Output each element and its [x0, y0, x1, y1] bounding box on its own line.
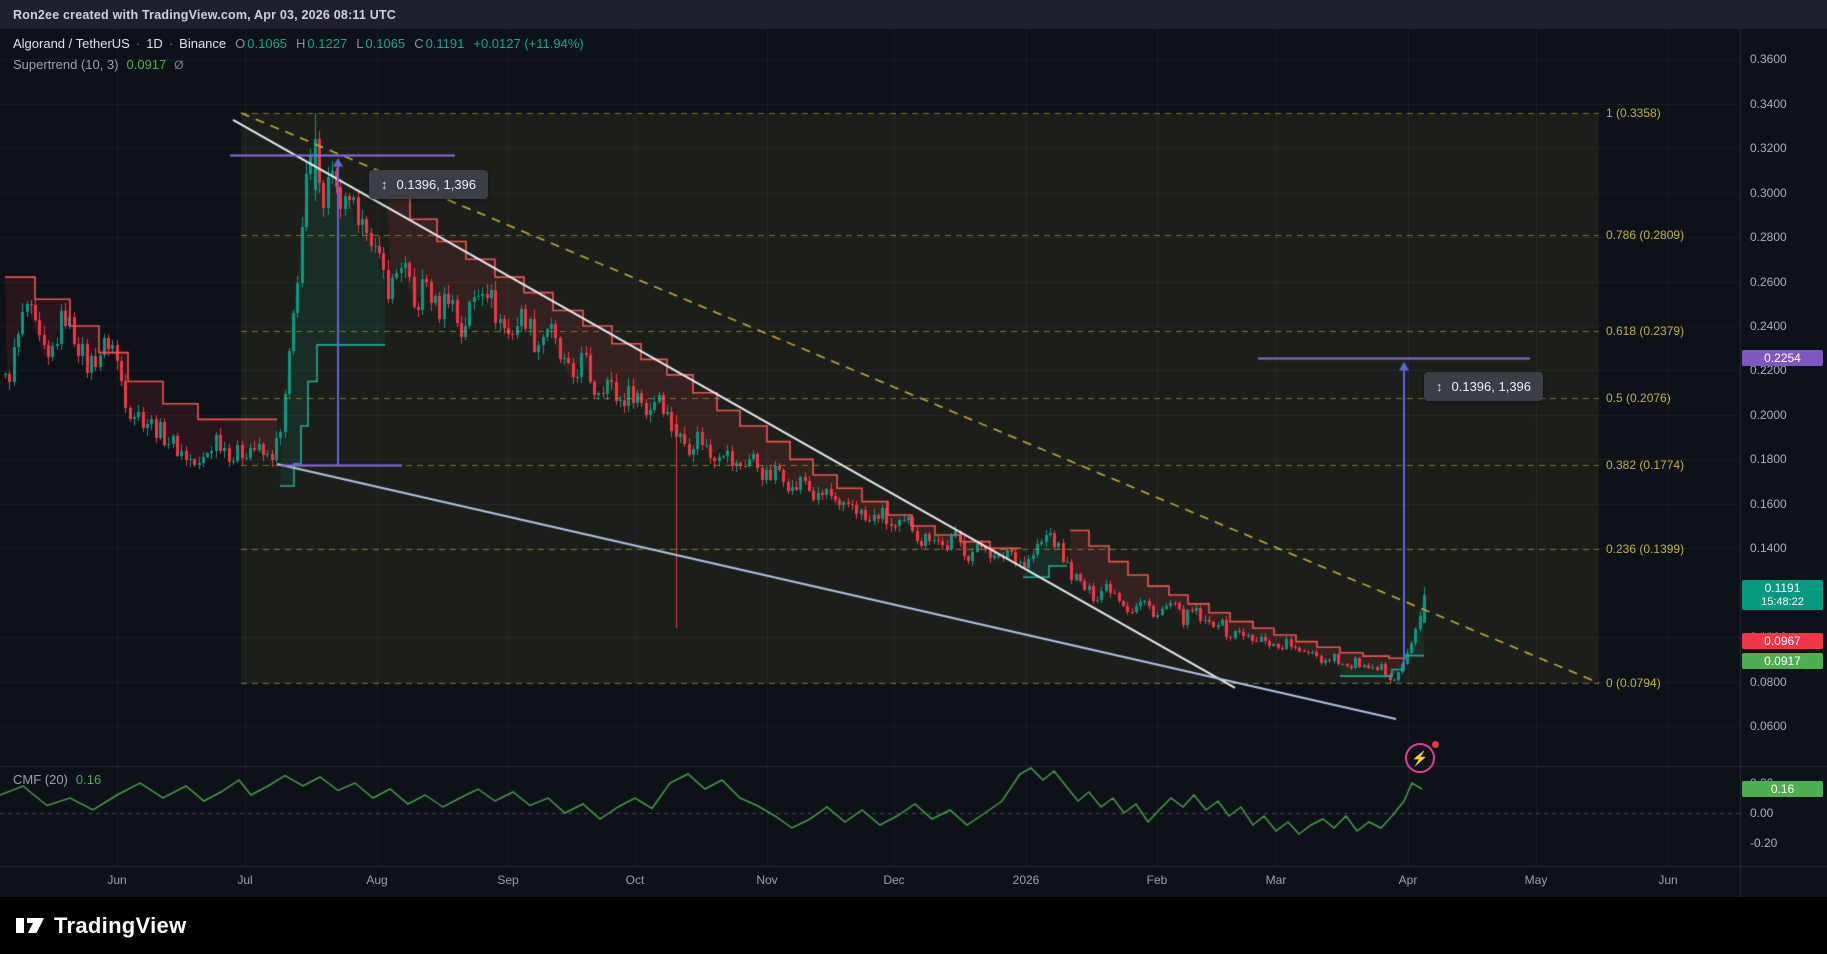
fib-level-label: 1 (0.3358) [1606, 106, 1661, 121]
price-tick-label: 0.3400 [1750, 96, 1787, 111]
badge-text: 0.0967 [1764, 633, 1801, 648]
price-tick-label: 0.2000 [1750, 407, 1787, 422]
time-axis-label: Feb [1146, 873, 1168, 887]
alert-price-badge[interactable]: 0.2254 [1742, 350, 1823, 367]
price-tick-label: 0.0800 [1750, 674, 1787, 689]
lightning-glyph: ⚡ [1411, 749, 1429, 766]
cmf-value-badge: 0.16 [1742, 781, 1823, 797]
bar-countdown: 15:48:22 [1761, 595, 1804, 608]
measure-icon: ↕ [381, 177, 388, 192]
indicator-hidden-icon[interactable]: Ø [174, 57, 184, 72]
change-value: +0.0127 (+11.94%) [473, 36, 584, 51]
badge-text: 0.16 [1770, 782, 1795, 796]
interval-value[interactable]: 1D [146, 36, 163, 51]
stop-price-badge: 0.0967 [1742, 632, 1823, 649]
watermark-bar: Ron2ee created with TradingView.com, Apr… [0, 0, 1827, 29]
cmf-legend: CMF (20) 0.16 [13, 770, 101, 788]
fib-level-label: 0.618 (0.2379) [1606, 323, 1685, 338]
time-axis-label: Nov [756, 873, 778, 887]
high-label: H [296, 36, 306, 51]
open-label: O [235, 36, 246, 51]
low-label: L [356, 36, 364, 51]
tradingview-logo-mark[interactable] [15, 912, 45, 939]
open-value: 0.1065 [247, 36, 288, 51]
cmf-scale-label: -0.20 [1750, 836, 1778, 850]
time-axis-label: Jun [1658, 873, 1678, 887]
measure-label-2[interactable]: ↕ 0.1396, 1,396 [1424, 372, 1544, 401]
close-label: C [414, 36, 424, 51]
time-axis-label: 2026 [1012, 873, 1040, 887]
cmf-name[interactable]: CMF (20) [13, 771, 68, 787]
fib-level-label: 0.786 (0.2809) [1606, 228, 1685, 243]
price-axis[interactable]: 0.2254 0.1191 15:48:22 0.0967 0.0917 0.1… [1740, 29, 1827, 897]
indicator-name[interactable]: Supertrend (10, 3) [13, 57, 119, 72]
price-tick-label: 0.2600 [1750, 274, 1787, 289]
time-axis-label: May [1524, 873, 1548, 887]
price-tick-label: 0.0600 [1750, 719, 1787, 734]
price-tick-label: 0.2200 [1750, 363, 1787, 378]
price-tick-label: 0.1600 [1750, 496, 1787, 511]
indicator-value: 0.0917 [126, 57, 167, 72]
price-tick-label: 0.3000 [1750, 185, 1787, 200]
low-value: 0.1065 [365, 36, 406, 51]
close-value: 0.1191 [425, 36, 465, 51]
symbol-name[interactable]: Algorand / TetherUS [13, 36, 130, 51]
price-tick-label: 0.2800 [1750, 230, 1787, 245]
time-axis-label: Aug [366, 873, 388, 887]
watermark-text: Ron2ee created with TradingView.com, Apr… [13, 7, 397, 22]
badge-text: 0.0917 [1764, 653, 1801, 668]
fib-level-label: 0.5 (0.2076) [1606, 391, 1671, 405]
cmf-value: 0.16 [75, 771, 102, 787]
time-axis[interactable]: Jun Jul Aug Sep Oct Nov Dec 2026 Feb Mar Apr May Jun [0, 866, 1740, 897]
chart-legend: Algorand / TetherUS · 1D · Binance O 0.10… [13, 33, 584, 75]
time-axis-label: Dec [883, 873, 905, 887]
time-axis-label: Mar [1265, 873, 1287, 887]
supertrend-price-badge: 0.0917 [1742, 652, 1823, 669]
measure-icon: ↕ [1436, 379, 1443, 394]
price-tick-label: 0.1800 [1750, 452, 1787, 467]
badge-text: 0.2254 [1764, 351, 1801, 366]
fib-level-label: 0.382 (0.1774) [1606, 458, 1685, 473]
time-axis-label: Oct [625, 873, 645, 887]
price-tick-label: 0.3200 [1750, 141, 1787, 156]
lightning-reaction-icon[interactable]: ⚡ [1405, 743, 1435, 773]
indicator-row: Supertrend (10, 3) 0.0917 Ø [13, 54, 584, 75]
tradingview-brand-text[interactable]: TradingView [54, 912, 187, 938]
measure-label-1[interactable]: ↕ 0.1396, 1,396 [369, 170, 489, 199]
price-tick-label: 0.3600 [1750, 52, 1787, 67]
time-axis-label: Apr [1398, 873, 1418, 887]
exchange-name: Binance [179, 36, 227, 51]
fib-level-label: 0 (0.0794) [1606, 676, 1661, 690]
time-axis-label: Sep [497, 873, 519, 887]
current-price: 0.1191 [1764, 580, 1801, 595]
fib-level-label: 0.236 (0.1399) [1606, 541, 1685, 556]
separator-dot: · [135, 36, 141, 51]
notification-dot [1432, 741, 1439, 748]
time-axis-label: Jul [237, 873, 253, 887]
high-value: 0.1227 [307, 36, 348, 51]
cmf-scale-label: 0.00 [1750, 806, 1774, 820]
symbol-row: Algorand / TetherUS · 1D · Binance O 0.10… [13, 33, 584, 54]
price-tick-label: 0.1400 [1750, 541, 1787, 556]
current-price-badge: 0.1191 15:48:22 [1742, 579, 1823, 610]
price-tick-label: 0.2400 [1750, 318, 1787, 333]
measure-text: 0.1396, 1,396 [1451, 379, 1532, 394]
separator-dot: · [168, 36, 174, 51]
time-axis-label: Jun [107, 873, 127, 887]
logo-bar: TradingView [0, 897, 1827, 954]
measure-text: 0.1396, 1,396 [396, 177, 477, 192]
